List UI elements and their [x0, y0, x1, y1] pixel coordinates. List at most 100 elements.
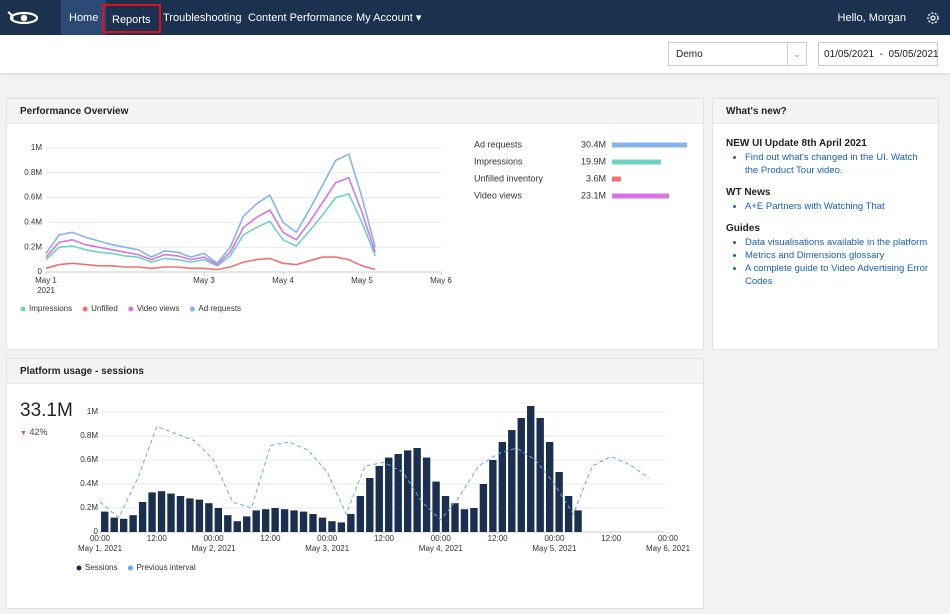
filter-bar: Demo ⌄ 01/05/2021 - 05/05/2021 — [0, 35, 950, 73]
metric-label: Impressions — [474, 156, 523, 166]
x-tick-label: May 6 — [430, 276, 452, 285]
news-link[interactable]: Find out what's changed in the UI. Watch… — [745, 151, 931, 177]
series-line — [45, 256, 376, 271]
session-bar — [489, 460, 497, 532]
y-tick-label: 0.6M — [80, 455, 98, 464]
nav-home[interactable]: Home — [61, 0, 107, 35]
nav-reports[interactable]: Reports — [102, 4, 161, 33]
y-tick-label: 0.8M — [80, 431, 98, 440]
top-nav: Home Reports Troubleshooting Content Per… — [0, 0, 950, 35]
session-bar — [375, 466, 383, 532]
select-arrow[interactable]: ⌄ — [787, 43, 806, 65]
legend-label: Previous interval — [136, 563, 195, 572]
date-from[interactable]: 01/05/2021 — [824, 49, 875, 60]
session-bar — [347, 514, 355, 532]
date-separator: - — [879, 49, 883, 60]
x-tick-label: 00:00 — [658, 534, 679, 543]
x-tick-label: 00:00 — [431, 534, 452, 543]
legend-swatch — [127, 565, 133, 571]
news-link[interactable]: A complete guide to Video Advertising Er… — [745, 262, 931, 288]
legend-label: Impressions — [29, 304, 72, 313]
session-bar — [385, 457, 393, 532]
whats-new-content: NEW UI Update 8th April 2021 Find out wha… — [726, 128, 931, 288]
metric-value: 3.6M — [586, 173, 606, 183]
session-bar — [129, 515, 137, 532]
legend-swatch — [189, 306, 195, 312]
x-tick-label: 12:00 — [260, 534, 281, 543]
nav-my-account[interactable]: My Account ▾ — [356, 12, 422, 24]
session-bar — [233, 521, 241, 532]
account-select[interactable]: Demo ⌄ — [668, 42, 807, 66]
nav-troubleshooting[interactable]: Troubleshooting — [163, 12, 242, 24]
news-link[interactable]: Metrics and Dimensions glossary — [745, 249, 931, 262]
session-bar — [214, 508, 223, 532]
sessions-change-value: 42% — [29, 427, 48, 437]
news-link[interactable]: A+E Partners with Watching That — [745, 200, 931, 213]
session-bar — [318, 517, 327, 532]
session-bar — [119, 518, 128, 532]
x-tick-label: 12:00 — [488, 534, 509, 543]
x-date-label: May 1, 2021 — [78, 544, 123, 553]
x-date-label: May 5, 2021 — [532, 544, 577, 553]
legend-label: Video views — [137, 304, 180, 313]
nav-my-account-label[interactable]: My Account — [356, 12, 413, 24]
nav-content-performance[interactable]: Content Performance — [248, 12, 353, 24]
metric-value: 23.1M — [581, 190, 606, 200]
session-bar — [290, 510, 298, 532]
x-date-label: May 2, 2021 — [192, 544, 237, 553]
news-link[interactable]: Data visualisations available in the pla… — [745, 236, 931, 249]
account-select-value[interactable]: Demo — [676, 49, 703, 60]
legend-label: Sessions — [85, 563, 117, 572]
x-tick-label: May 3 — [193, 276, 215, 285]
greeting[interactable]: Hello, Morgan — [837, 12, 906, 24]
legend-label: Ad requests — [198, 304, 241, 313]
session-bar — [167, 493, 175, 532]
session-bar — [205, 503, 213, 532]
session-bar — [252, 510, 260, 532]
sessions-total: 33.1M — [20, 400, 73, 421]
series-line — [45, 192, 376, 267]
session-bar — [243, 516, 251, 532]
settings-icon[interactable] — [926, 11, 940, 25]
session-bar — [422, 457, 431, 532]
session-bar — [460, 509, 469, 532]
legend-swatch — [82, 306, 88, 312]
date-range[interactable]: 01/05/2021 - 05/05/2021 — [818, 42, 939, 66]
session-bar — [280, 509, 289, 532]
date-to[interactable]: 05/05/2021 — [888, 49, 939, 60]
y-tick-label: 0.4M — [80, 479, 98, 488]
session-bar — [337, 522, 346, 532]
x-date-label: May 6, 2021 — [646, 544, 691, 553]
card-title: Performance Overview — [7, 99, 703, 124]
y-tick-label: 0.2M — [24, 242, 42, 251]
session-bar — [366, 478, 374, 532]
y-tick-label: 0.8M — [24, 168, 42, 177]
y-tick-label: 0.6M — [24, 193, 42, 202]
session-bar — [148, 492, 156, 532]
sessions-change: ▼ 42% — [20, 427, 48, 437]
session-bar — [413, 448, 421, 532]
session-bar — [508, 430, 516, 532]
session-bar — [479, 484, 488, 532]
session-bar — [309, 514, 317, 532]
session-bar — [186, 498, 194, 532]
logo[interactable] — [6, 8, 42, 28]
metric-bar — [612, 176, 621, 182]
session-bar — [299, 511, 308, 532]
session-bar — [403, 450, 412, 532]
session-bar — [536, 418, 544, 532]
x-tick-label: 00:00 — [90, 534, 111, 543]
metric-value: 30.4M — [581, 139, 606, 149]
section-title: NEW UI Update 8th April 2021 — [726, 138, 867, 149]
session-bar — [110, 517, 118, 532]
y-tick-label: 1M — [87, 407, 98, 416]
x-tick-label: May 4 — [272, 276, 294, 285]
metric-label: Ad requests — [474, 139, 523, 149]
link-list: Data visualisations available in the pla… — [726, 236, 931, 288]
session-bar — [261, 509, 270, 532]
session-bar — [470, 508, 478, 532]
session-bar — [517, 418, 525, 532]
metric-value: 19.9M — [581, 156, 606, 166]
session-bar — [138, 502, 147, 532]
y-tick-label: 1M — [31, 143, 42, 152]
